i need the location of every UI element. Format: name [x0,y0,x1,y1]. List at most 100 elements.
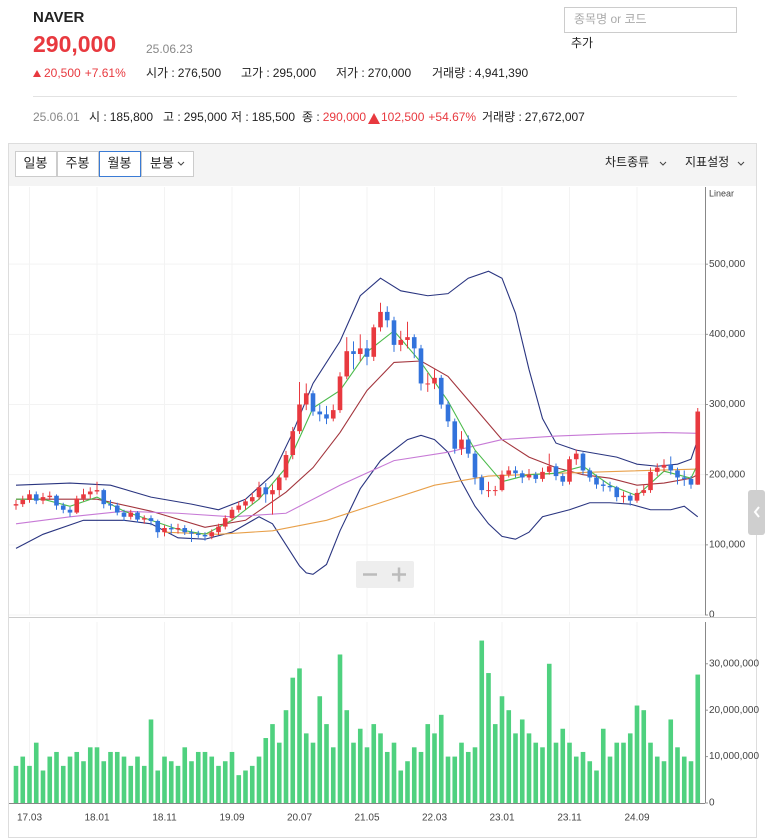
volume-bar [101,761,107,803]
candle-body [452,421,458,449]
candle-body [330,410,336,419]
candle-body [621,495,626,498]
candle-body [479,477,485,491]
change: 20,500 +7.61% [44,66,126,80]
x-tick-label: 18.01 [84,813,109,824]
candle-body [121,512,127,517]
volume-bar [317,696,323,803]
volume-bar [20,756,26,803]
period-button[interactable] [15,151,57,177]
candle-body [614,487,620,498]
volume-bar [297,668,302,803]
stat: 고가 :295,000 [241,66,316,80]
candle-body [209,532,215,537]
candle-body [216,526,221,533]
y-tick-label: 300,000 [709,399,746,410]
stock-name: NAVER [33,9,85,26]
candle-body [627,495,633,501]
candle-body [648,471,653,491]
volume-bar [648,742,653,803]
candle-body [634,492,640,501]
volume-bar [418,751,424,803]
candle-body [357,348,363,354]
candle-body [594,477,599,485]
volume-bar [492,724,498,803]
menu[interactable]: 차트종류 [605,155,649,169]
candle-body [276,477,282,491]
x-tick-label: 17.03 [17,813,42,824]
candle-body [182,527,188,533]
stat-value: 290,000 [323,110,367,124]
candle-body [499,474,505,491]
y-tick-label: 0 [709,610,715,621]
volume-bar [202,751,208,803]
volume-bar [452,756,458,803]
candle-body [378,311,383,328]
candle-body [155,520,161,533]
x-tick-label: 24.09 [624,813,649,824]
volume-bar [81,761,86,803]
stat-label: 저 : [231,110,249,124]
volume-bar [87,747,93,803]
candle-body [411,337,417,349]
stat: 저가 :270,000 [336,66,411,80]
candle-body [405,337,410,340]
candle-body [486,490,491,492]
candle-body [54,495,59,506]
volume-bar [290,677,296,803]
volume-bar [668,719,674,803]
volume-bar [432,733,437,803]
candle-body [567,459,572,482]
volume-bar [553,742,559,803]
volume-bar [330,747,336,803]
chevron [753,506,760,518]
stat-value: 4,941,390 [475,66,529,80]
volume-bar [681,756,687,803]
volume-bar [607,756,613,803]
candle-body [135,512,140,520]
candle-body [47,495,53,498]
y-tick-label: 20,000,000 [709,705,759,716]
candle-body [432,377,437,384]
candle-body [40,497,46,501]
dropdown-icon [177,161,185,166]
add-button-label: 추가 [571,36,593,50]
candle-body [128,512,134,517]
candle-body [20,499,26,505]
x-tick-label: 18.11 [152,813,177,824]
period-button[interactable] [141,151,194,177]
volume-bar [40,770,46,803]
summary-stat: 시 :185,800 [89,110,153,124]
search-box[interactable] [564,7,737,33]
candle-body [87,491,93,495]
volume-bar [364,747,370,803]
add-button[interactable] [566,33,598,55]
volume-bar [499,696,505,803]
volume-bar [540,747,545,803]
period-button[interactable] [57,151,99,177]
volume-bar [688,761,694,803]
menu[interactable]: 지표설정 [685,155,729,169]
volume-bar [114,751,120,803]
x-tick-label: 20.07 [287,813,312,824]
volume-bar [310,742,316,803]
candle-body [33,494,39,501]
candle-body [108,504,113,506]
candle-body [513,470,518,474]
candle-body [472,453,478,478]
volume-bar [391,742,397,803]
candle-body [60,505,66,510]
candle-body [546,466,552,472]
x-tick-label: 19.09 [219,813,244,824]
candle-body [101,490,107,505]
volume-bar [27,765,32,803]
candle-body [681,477,687,479]
y-tick-label: 30,000,000 [709,658,759,669]
search-placeholder: 종목명 or 코드 [574,12,647,26]
dropdown-icon [659,161,667,166]
volume-bar [195,751,201,803]
candle-body [162,527,167,533]
period-button[interactable] [99,151,141,177]
volume-bar [162,756,167,803]
